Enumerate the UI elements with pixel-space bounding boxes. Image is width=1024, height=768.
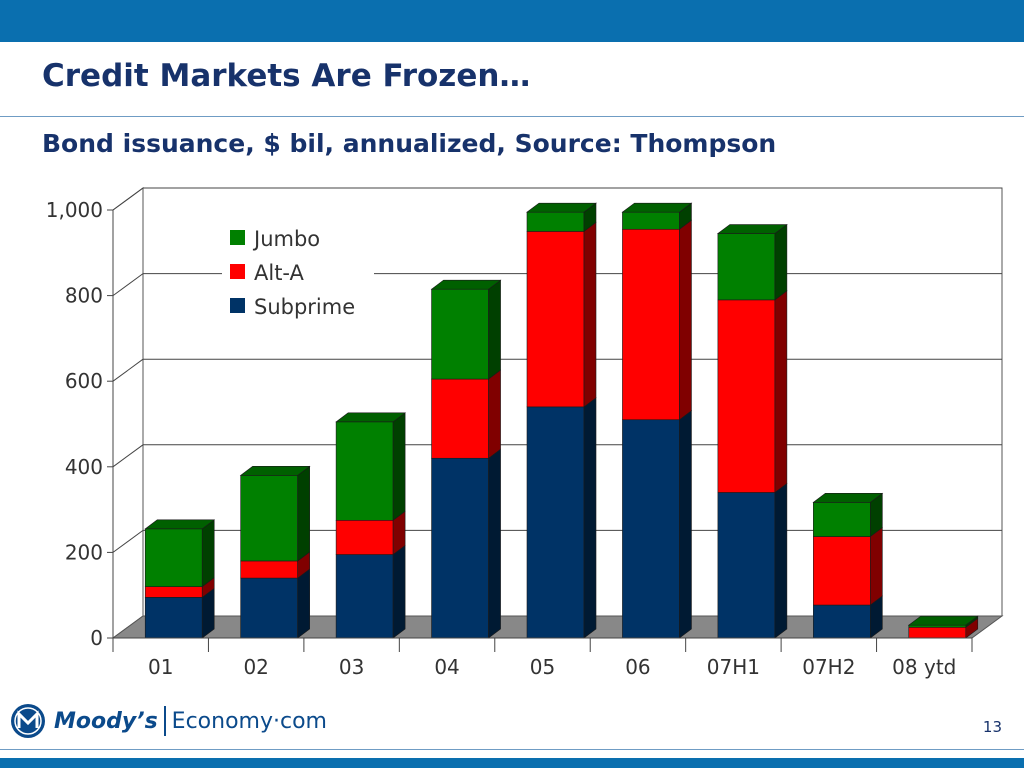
bar-segment-alt-a bbox=[622, 228, 680, 421]
x-tick-label: 07H1 bbox=[707, 655, 760, 679]
y-tick-label: 200 bbox=[65, 540, 103, 564]
legend-label-alt-a: Alt-A bbox=[254, 261, 305, 285]
moodys-m-globe-icon bbox=[11, 704, 45, 738]
slide-title: Credit Markets Are Frozen… bbox=[42, 58, 531, 94]
bar-segment-alt-a bbox=[335, 519, 394, 555]
x-tick-label: 03 bbox=[339, 655, 364, 679]
bar-segment-jumbo bbox=[240, 475, 298, 562]
legend-swatch-jumbo bbox=[230, 230, 245, 245]
footer-divider bbox=[0, 749, 1024, 750]
stacked-bar-chart: 0 200 400 600 800 1,000 01 02 03 04 05 06 07H1 07H2 08… bbox=[46, 187, 1004, 679]
bar-side-alt-a bbox=[679, 219, 692, 421]
bar-side-subprime bbox=[488, 448, 501, 639]
bar-side-jumbo bbox=[201, 519, 215, 588]
bar-segment-alt-a bbox=[717, 299, 776, 493]
legend-swatch-subprime bbox=[230, 298, 245, 313]
gridline-side bbox=[112, 444, 144, 468]
bar-side-subprime bbox=[297, 568, 310, 639]
bar-segment-alt-a bbox=[431, 378, 489, 459]
legend-label-jumbo: Jumbo bbox=[252, 227, 320, 251]
bar-side-alt-a bbox=[583, 221, 597, 408]
top-accent-bar bbox=[0, 0, 1024, 42]
bar-segment-jumbo bbox=[144, 528, 203, 587]
bar-segment-jumbo bbox=[813, 502, 871, 537]
x-tick-label: 04 bbox=[434, 655, 459, 679]
y-tick-label: 800 bbox=[65, 284, 103, 308]
bar-segment-jumbo bbox=[335, 421, 394, 521]
x-tick-label: 01 bbox=[148, 655, 173, 679]
x-tick-label: 08 ytd bbox=[892, 655, 956, 679]
bar-side-alt-a bbox=[488, 369, 501, 459]
plot-side-wall bbox=[112, 187, 144, 639]
bar-side-subprime bbox=[679, 410, 692, 639]
bar-side-jumbo bbox=[392, 412, 406, 521]
bar-segment-alt-a bbox=[526, 231, 585, 408]
bar-segment-subprime bbox=[144, 597, 203, 639]
gridline-side bbox=[112, 529, 144, 553]
bar-top-cap bbox=[907, 615, 979, 626]
bar-segment-jumbo bbox=[431, 288, 489, 380]
moodys-logo: Moody’s Economy·com bbox=[10, 702, 327, 740]
bar-top-cap bbox=[812, 493, 884, 503]
page-number: 13 bbox=[982, 718, 1002, 736]
x-tick-label: 05 bbox=[530, 655, 555, 679]
bar-side-alt-a bbox=[870, 526, 883, 606]
bar-segment-alt-a bbox=[813, 536, 871, 606]
bar-top-cap bbox=[430, 279, 502, 290]
bar-top-cap bbox=[526, 202, 597, 213]
y-tick-label: 0 bbox=[90, 626, 103, 650]
bar-segment-alt-a bbox=[908, 626, 967, 639]
legend-swatch-alt-a bbox=[230, 264, 245, 279]
bar-segment-subprime bbox=[335, 554, 394, 639]
gridline-side bbox=[112, 187, 144, 211]
y-tick-label: 400 bbox=[65, 455, 103, 479]
logo-product-text: Economy·com bbox=[171, 708, 327, 734]
title-divider bbox=[0, 116, 1024, 117]
bar-side-jumbo bbox=[488, 279, 501, 380]
bar-side-subprime bbox=[774, 482, 788, 639]
x-tick-label: 06 bbox=[625, 655, 650, 679]
bar-top-cap bbox=[144, 519, 216, 530]
x-tick-label: 02 bbox=[243, 655, 268, 679]
bar-side-jumbo bbox=[297, 465, 310, 562]
bottom-accent-bar bbox=[0, 758, 1024, 768]
legend-background bbox=[222, 218, 374, 328]
bar-top-cap bbox=[621, 202, 693, 213]
bar-side-subprime bbox=[392, 544, 406, 639]
bar-segment-subprime bbox=[240, 577, 298, 639]
bar-segment-subprime bbox=[813, 604, 871, 639]
bar-segment-jumbo bbox=[526, 211, 585, 232]
bar-segment-alt-a bbox=[144, 586, 203, 598]
chart-subtitle: Bond issuance, $ bil, annualized, Source… bbox=[42, 129, 777, 158]
bar-segment-subprime bbox=[717, 492, 776, 639]
legend-label-subprime: Subprime bbox=[254, 295, 355, 319]
y-tick-label: 1,000 bbox=[46, 198, 103, 222]
y-tick-label: 600 bbox=[65, 369, 103, 393]
bar-top-cap bbox=[335, 412, 407, 423]
bar-segment-jumbo bbox=[908, 624, 967, 628]
bar-segment-jumbo bbox=[622, 211, 680, 230]
bar-segment-subprime bbox=[431, 457, 489, 639]
gridline-side bbox=[112, 358, 144, 382]
bar-side-subprime bbox=[583, 397, 597, 639]
bar-segment-alt-a bbox=[240, 560, 298, 579]
bar-side-jumbo bbox=[774, 223, 788, 301]
bar-top-cap bbox=[716, 224, 788, 234]
bar-top-cap bbox=[239, 466, 311, 476]
x-tick-label: 07H2 bbox=[802, 655, 855, 679]
bar-segment-subprime bbox=[526, 406, 585, 639]
bar-side-alt-a bbox=[774, 290, 788, 494]
bar-segment-subprime bbox=[622, 419, 680, 639]
bar-segment-jumbo bbox=[717, 233, 776, 301]
logo-brand-text: Moody’s bbox=[54, 708, 158, 734]
logo-separator bbox=[163, 706, 166, 736]
gridline-side bbox=[112, 273, 144, 297]
